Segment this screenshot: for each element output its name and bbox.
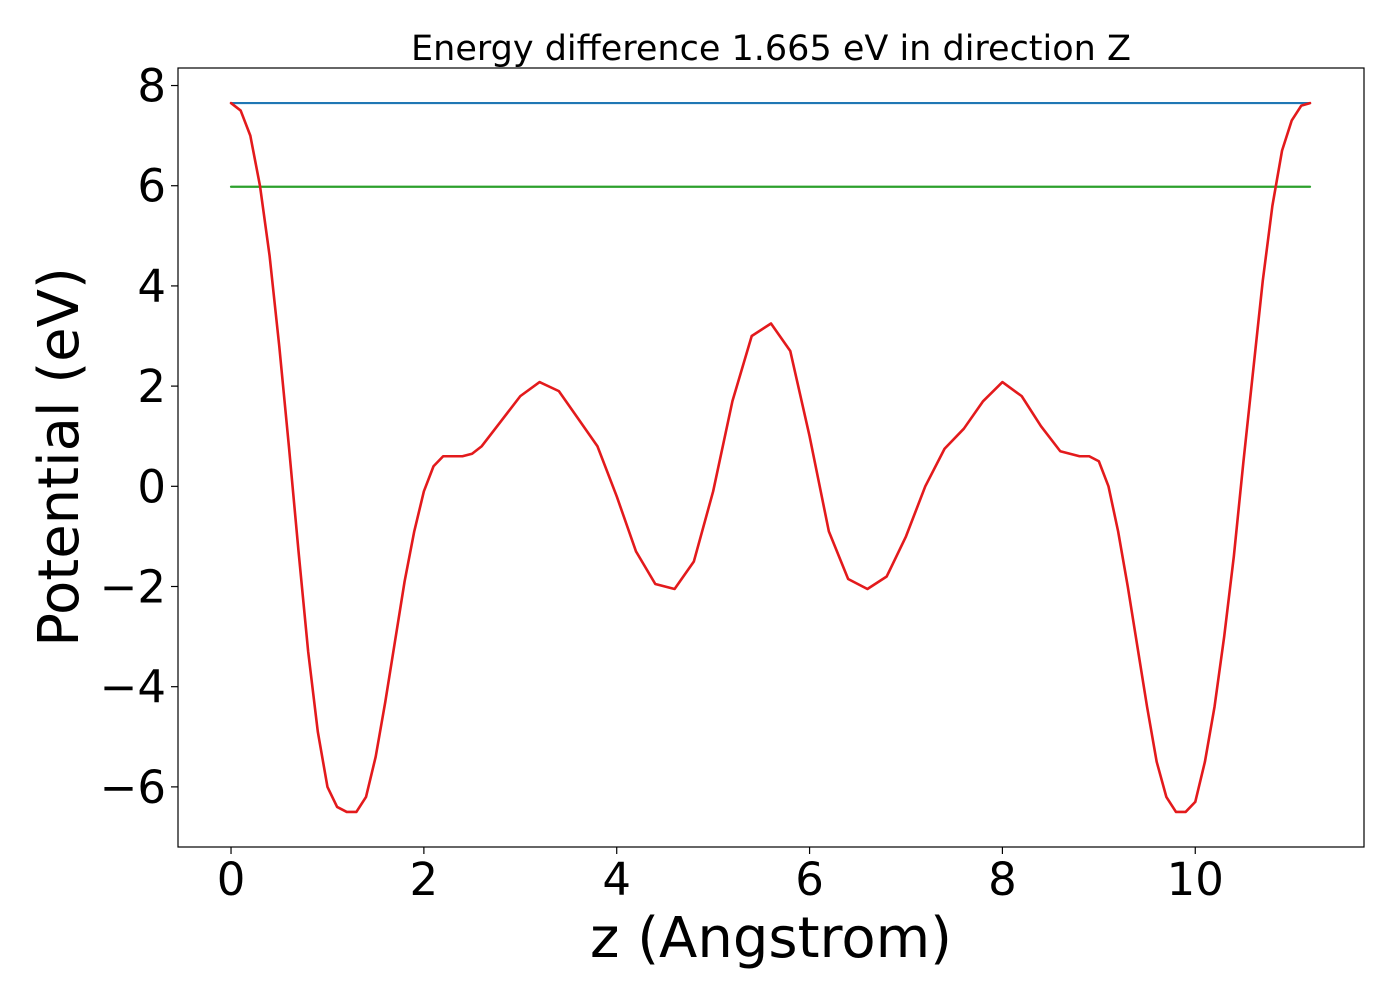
y-tick-label: −6	[100, 761, 166, 814]
y-tick-label: 6	[137, 160, 166, 213]
y-tick-label: −4	[100, 661, 166, 714]
y-tick-label: 0	[137, 460, 166, 513]
plot-area	[177, 67, 1365, 848]
x-tick-label: 6	[795, 853, 824, 906]
x-tick-label: 4	[602, 853, 631, 906]
x-tick-label: 10	[1167, 853, 1224, 906]
x-tick-label: 8	[988, 853, 1017, 906]
axes-frame	[177, 67, 1365, 848]
x-tick-label: 2	[410, 853, 439, 906]
series-line-3	[229, 101, 1312, 814]
y-tick-label: 8	[137, 60, 166, 113]
y-tick-label: −2	[100, 560, 166, 613]
y-tick-label: 2	[137, 360, 166, 413]
y-tick-label: 4	[137, 260, 166, 313]
x-tick-label: 0	[217, 853, 246, 906]
chart-title: Energy difference 1.665 eV in direction …	[411, 29, 1131, 69]
axis-ticks: 0 2 4 6 8 10 −6 −4 −2 0 2 4 6 8	[100, 60, 1224, 906]
x-axis-label: z (Angstrom)	[590, 906, 952, 971]
y-axis-label: Potential (eV)	[27, 267, 92, 647]
